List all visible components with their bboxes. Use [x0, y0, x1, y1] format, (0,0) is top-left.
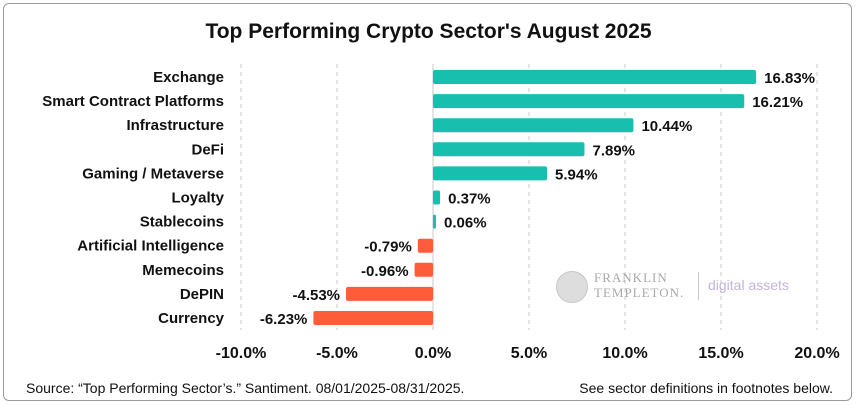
- category-label: Currency: [158, 310, 225, 327]
- bar: [433, 166, 548, 181]
- bar: [414, 262, 433, 277]
- bar: [433, 214, 436, 229]
- x-tick-label: 0.0%: [415, 345, 451, 362]
- category-label: Exchange: [153, 69, 224, 86]
- data-label: 5.94%: [555, 166, 598, 183]
- x-tick-label: 20.0%: [794, 345, 839, 362]
- source-note: Source: “Top Performing Sector’s.” Santi…: [26, 380, 465, 396]
- logo-line1: FRANKLIN: [594, 270, 668, 285]
- logo-divider: [698, 272, 699, 300]
- category-label: Artificial Intelligence: [77, 238, 224, 255]
- logo-tagline: digital assets: [708, 277, 789, 293]
- data-label: 16.83%: [764, 70, 815, 87]
- franklin-portrait-icon: [556, 271, 588, 303]
- data-label: 16.21%: [752, 94, 803, 111]
- data-label: -0.79%: [364, 239, 412, 256]
- bar: [433, 70, 757, 84]
- category-label: Gaming / Metaverse: [82, 165, 224, 182]
- category-label: DeFi: [191, 141, 224, 158]
- chart-frame: [3, 3, 852, 401]
- bar: [433, 190, 441, 205]
- logo-wordmark: FRANKLIN TEMPLETON.: [594, 270, 698, 300]
- data-label: 10.44%: [641, 118, 692, 135]
- category-label: Loyalty: [171, 190, 224, 207]
- x-tick-label: -10.0%: [216, 345, 267, 362]
- data-label: -0.96%: [361, 263, 409, 280]
- x-tick-label: 10.0%: [602, 345, 647, 362]
- franklin-templeton-logo: FRANKLIN TEMPLETON. digital assets: [556, 270, 806, 304]
- category-label: Stablecoins: [140, 214, 224, 231]
- footnote-hint: See sector definitions in footnotes belo…: [579, 380, 833, 396]
- bar: [433, 94, 745, 109]
- x-tick-label: 15.0%: [698, 345, 743, 362]
- chart-title: Top Performing Crypto Sector's August 20…: [205, 20, 652, 43]
- bar: [346, 286, 433, 301]
- category-label: Infrastructure: [126, 117, 224, 134]
- data-label: 0.06%: [444, 215, 487, 232]
- data-label: 0.37%: [448, 191, 491, 208]
- bar: [313, 311, 433, 325]
- bar: [417, 238, 433, 253]
- bar: [433, 142, 585, 157]
- x-tick-label: -5.0%: [316, 345, 358, 362]
- bar: [433, 118, 634, 133]
- data-label: -4.53%: [292, 287, 340, 304]
- category-label: Memecoins: [142, 262, 224, 279]
- category-label: Smart Contract Platforms: [42, 93, 224, 110]
- data-label: -6.23%: [260, 311, 308, 328]
- logo-line2: TEMPLETON.: [594, 285, 685, 300]
- data-label: 7.89%: [592, 142, 635, 159]
- category-label: DePIN: [180, 286, 224, 303]
- x-tick-label: 5.0%: [511, 345, 547, 362]
